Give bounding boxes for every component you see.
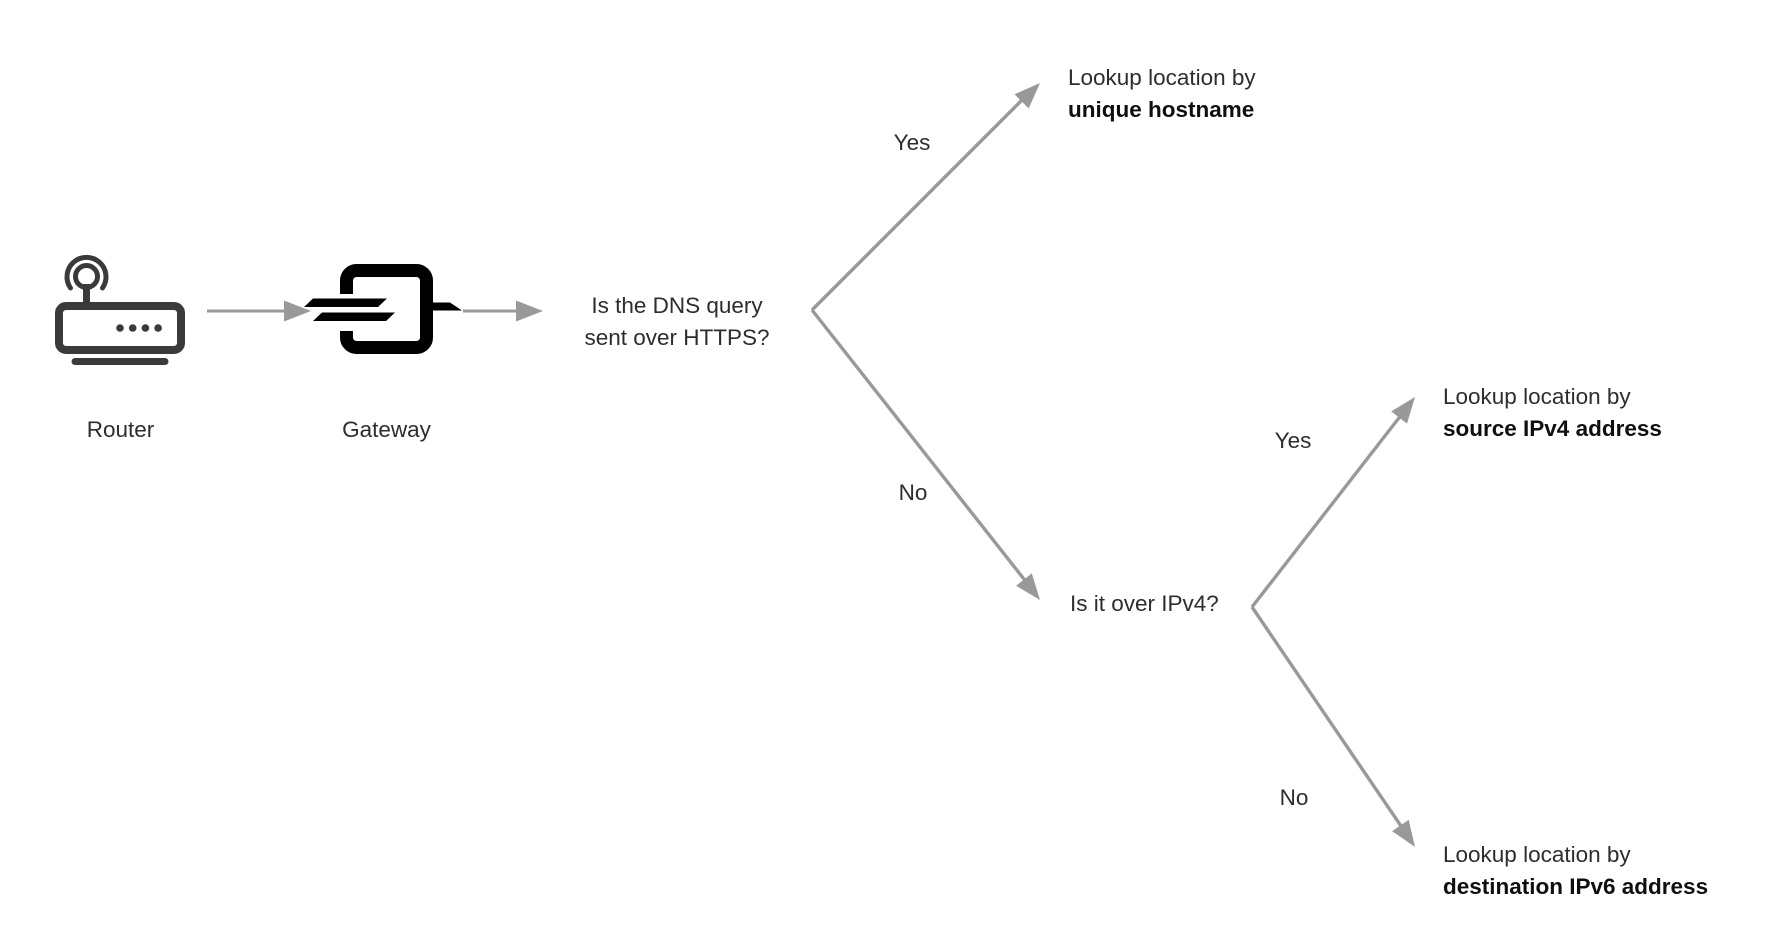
edge-label-q1-yes: Yes (893, 130, 931, 155)
question-dns-https-line2: sent over HTTPS? (584, 325, 770, 350)
question-ipv4: Is it over IPv4? (1070, 591, 1219, 616)
edge-label-q1-no: No (898, 480, 928, 505)
router-label: Router (86, 417, 155, 442)
outcome-source-ipv4-line1: Lookup location by (1443, 384, 1631, 409)
outcome-unique-hostname: Lookup location by unique hostname (1068, 62, 1256, 126)
question-dns-https-line1: Is the DNS query (591, 293, 763, 318)
outcome-destination-ipv6-line2: destination IPv6 address (1443, 874, 1709, 899)
outcome-destination-ipv6: Lookup location by destination IPv6 addr… (1443, 839, 1708, 903)
outcome-source-ipv4-line2: source IPv4 address (1443, 416, 1662, 441)
branch-arrow-q1-no (810, 308, 1040, 600)
question-dns-https: Is the DNS query sent over HTTPS? (527, 290, 827, 354)
outcome-destination-ipv6-line1: Lookup location by (1443, 842, 1631, 867)
edge-label-q2-yes: Yes (1274, 428, 1312, 453)
branch-arrow-q2-yes (1250, 397, 1415, 609)
branch-arrow-q1-yes (810, 83, 1040, 312)
flow-arrow-router-gateway (207, 300, 311, 322)
outcome-source-ipv4: Lookup location by source IPv4 address (1443, 381, 1662, 445)
router-icon (55, 254, 185, 365)
branch-arrow-q2-no (1250, 606, 1415, 847)
flow-arrow-gateway-question (463, 300, 543, 322)
gateway-icon (304, 264, 462, 354)
outcome-unique-hostname-line1: Lookup location by (1068, 65, 1256, 90)
edge-label-q2-no: No (1279, 785, 1309, 810)
gateway-label: Gateway (342, 417, 431, 442)
outcome-unique-hostname-line2: unique hostname (1068, 97, 1255, 122)
